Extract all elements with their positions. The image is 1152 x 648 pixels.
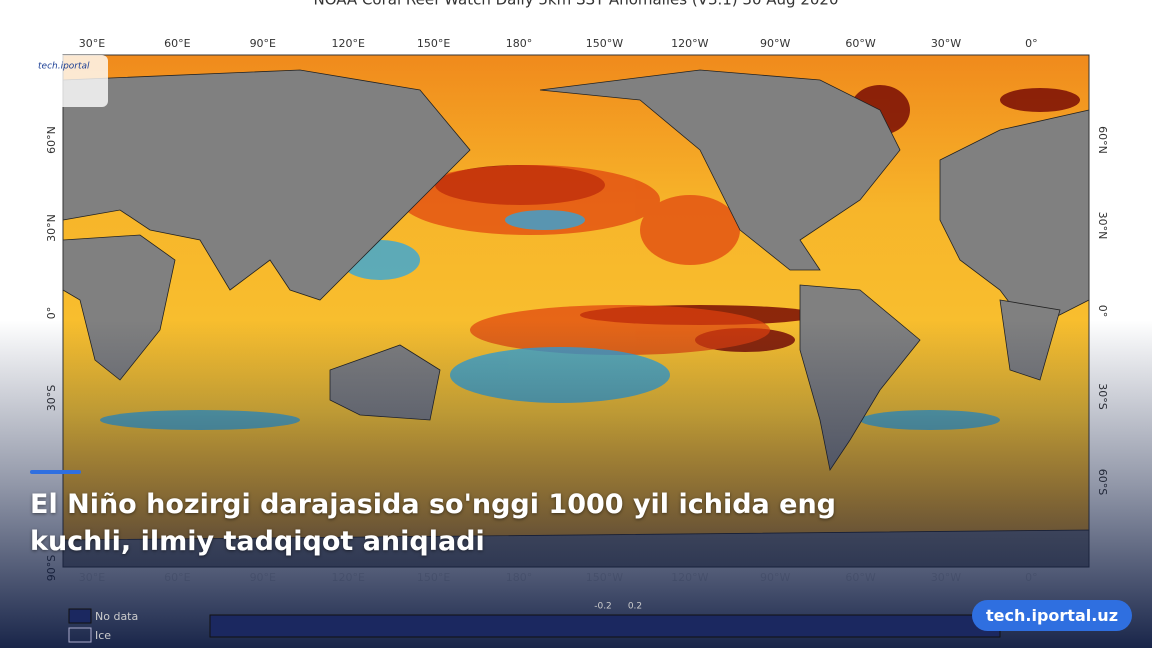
logo: tech.iportal	[38, 62, 90, 72]
coordinate-label: 120°W	[671, 37, 708, 50]
coordinate-label: 60°W	[845, 37, 875, 50]
map-title: NOAA Coral Reef Watch Daily 5km SST Anom…	[313, 0, 838, 9]
coordinate-label: 0°	[45, 307, 58, 320]
colorbar-tick: -0.2	[594, 602, 612, 612]
coordinate-label: 150°W	[586, 37, 623, 50]
coordinate-label: 0°	[1096, 305, 1109, 318]
headline: El Niño hozirgi darajasida so'nggi 1000 …	[30, 489, 837, 557]
colorbar	[209, 614, 1001, 638]
coordinate-label: 30°N	[45, 214, 58, 242]
coordinate-label: 30°E	[79, 37, 105, 50]
colorbar-tick: 0.2	[628, 602, 642, 612]
site-badge[interactable]: tech.iportal.uz	[972, 600, 1132, 631]
coordinate-label: 0°	[1025, 37, 1038, 50]
coordinate-label: 120°E	[331, 37, 364, 50]
no-data-swatch	[68, 608, 92, 624]
coordinate-label: 150°E	[417, 37, 450, 50]
accent-bar	[30, 470, 81, 474]
legend-label: Ice	[95, 629, 111, 642]
coordinate-label: 90°W	[760, 37, 790, 50]
coordinate-label: 30°N	[1096, 212, 1109, 240]
logo-box	[35, 55, 108, 107]
shade-overlay	[0, 320, 1152, 648]
ice-swatch	[68, 627, 92, 643]
coordinate-label: 60°N	[1096, 126, 1109, 154]
coordinate-label: 180°	[506, 37, 533, 50]
coordinate-label: 90°E	[250, 37, 276, 50]
coordinate-label: 60°N	[45, 126, 58, 154]
coordinate-label: 30°W	[931, 37, 961, 50]
coordinate-label: 60°E	[164, 37, 190, 50]
legend-label: No data	[95, 610, 138, 623]
